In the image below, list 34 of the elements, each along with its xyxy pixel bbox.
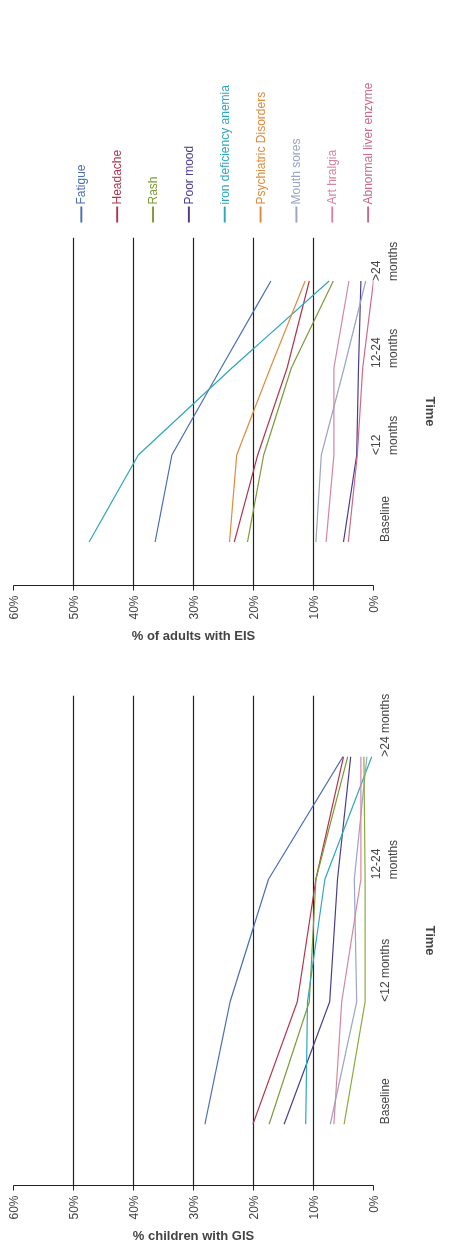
x-tick-label: 20%: [246, 595, 261, 620]
y-tick-label: 12-24 months: [369, 839, 400, 880]
x-axis-title: % children with GIS: [132, 1227, 255, 1243]
y-tick-label: <12 months: [369, 415, 400, 455]
x-tick-label: 30%: [186, 595, 201, 620]
text: Art hralgia: [325, 149, 340, 205]
x-tick-label: 60%: [6, 1195, 21, 1220]
y-tick-label: >24 months: [377, 693, 392, 757]
x-axis-title: % of adults with EIS: [131, 627, 256, 643]
y-tick-label: 12-24 months: [369, 328, 400, 368]
x-tick-label: 50%: [66, 595, 81, 620]
text: Fatigue: [74, 164, 89, 205]
text: Mouth sores: [289, 138, 304, 205]
text: Headache: [110, 149, 125, 205]
y-tick-label: Baseline: [377, 495, 392, 542]
y-axis-title: Time: [423, 925, 439, 956]
x-tick-label: 40%: [126, 1195, 141, 1220]
x-tick-label: 10%: [306, 595, 321, 620]
y-tick-label: >24 months: [369, 241, 400, 281]
x-tick-label: 40%: [126, 595, 141, 620]
x-tick-label: 60%: [6, 595, 21, 620]
text: Poor mood: [181, 145, 196, 205]
x-tick-label: 0%: [366, 1195, 381, 1213]
y-tick-label: Baseline: [377, 1077, 392, 1125]
y-axis-title: Time: [423, 396, 439, 427]
x-tick-label: 10%: [306, 1195, 321, 1220]
x-tick-label: 30%: [186, 1195, 201, 1220]
text: iron deficiency anemia: [217, 84, 232, 205]
x-tick-label: 0%: [366, 595, 381, 613]
x-tick-label: 20%: [246, 1195, 261, 1220]
text: Psychiatric Disorders: [253, 91, 268, 205]
text: Rash: [146, 176, 161, 205]
x-tick-label: 50%: [66, 1195, 81, 1220]
y-tick-label: <12 months: [377, 938, 392, 1002]
